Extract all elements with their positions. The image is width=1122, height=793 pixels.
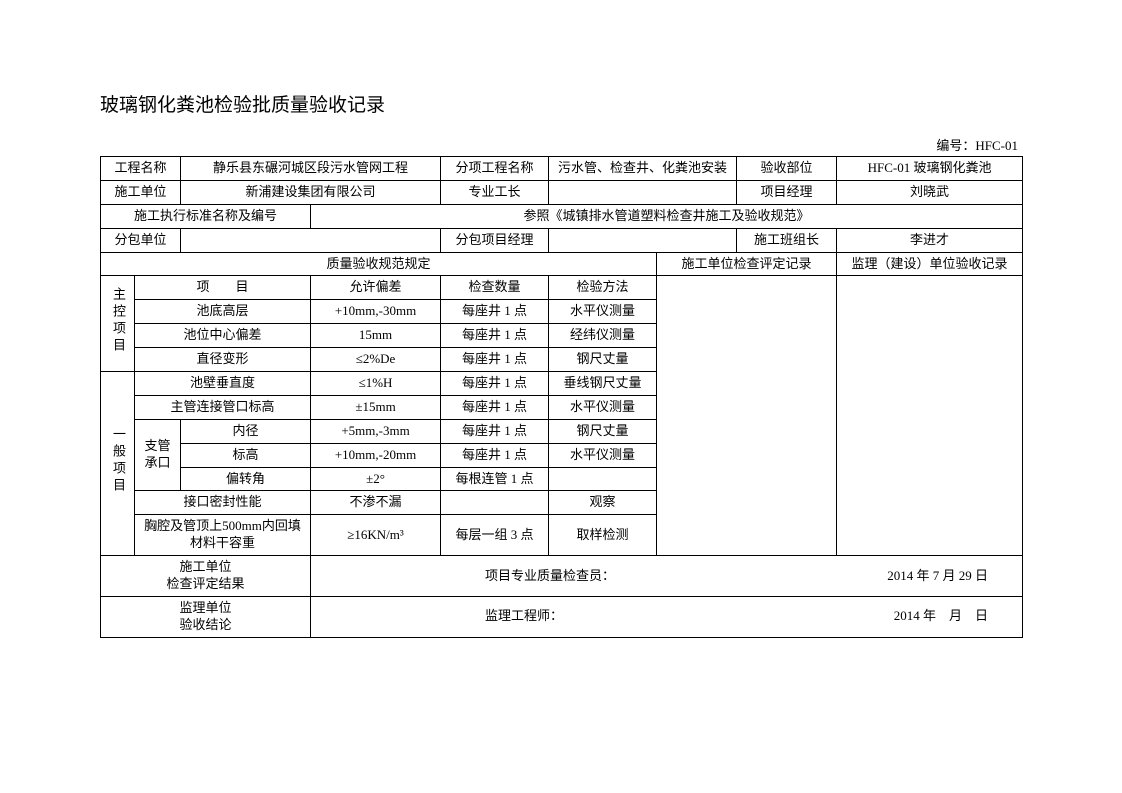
label-qa-spec: 质量验收规范规定 — [101, 252, 657, 276]
label-supervise-result: 监理单位 验收结论 — [101, 596, 311, 637]
label-constr-check: 施工单位检查评定记录 — [657, 252, 837, 276]
value-team-leader: 李进才 — [837, 228, 1023, 252]
cell: 水平仪测量 — [549, 300, 657, 324]
label-subcon: 分包单位 — [101, 228, 181, 252]
value-pro-foreman — [549, 180, 737, 204]
label-std: 施工执行标准名称及编号 — [101, 204, 311, 228]
document-number: 编号：HFC-01 — [100, 135, 1022, 154]
cell — [549, 467, 657, 491]
cell: 钢尺丈量 — [549, 419, 657, 443]
table-row: 主控项目 项 目 允许偏差 检查数量 检验方法 — [101, 276, 1023, 300]
label-project-name: 工程名称 — [101, 157, 181, 181]
label-sub-proj: 分项工程名称 — [441, 157, 549, 181]
cell: 池位中心偏差 — [135, 324, 311, 348]
cell: 观察 — [549, 491, 657, 515]
cell: 每座井 1 点 — [441, 372, 549, 396]
cell: 直径变形 — [135, 348, 311, 372]
value-accept-part: HFC-01 玻璃钢化粪池 — [837, 157, 1023, 181]
col-item: 项 目 — [135, 276, 311, 300]
sig-supervise-area: 监理工程师： 2014 年 月 日 — [311, 596, 1023, 637]
cell: 水平仪测量 — [549, 443, 657, 467]
label-pm: 项目经理 — [737, 180, 837, 204]
label-team-leader: 施工班组长 — [737, 228, 837, 252]
cell: 经纬仪测量 — [549, 324, 657, 348]
cell: ±15mm — [311, 395, 441, 419]
value-subcon-pm — [549, 228, 737, 252]
label-accept-part: 验收部位 — [737, 157, 837, 181]
label-constr-result: 施工单位 检查评定结果 — [101, 556, 311, 597]
date1: 2014 年 7 月 29 日 — [887, 568, 988, 585]
value-constr-unit: 新浦建设集团有限公司 — [181, 180, 441, 204]
cell: 每座井 1 点 — [441, 419, 549, 443]
table-row: 工程名称 静乐县东碾河城区段污水管网工程 分项工程名称 污水管、检查井、化粪池安… — [101, 157, 1023, 181]
table-row: 施工执行标准名称及编号 参照《城镇排水管道塑料检查井施工及验收规范》 — [101, 204, 1023, 228]
label-supervise-check: 监理（建设）单位验收记录 — [837, 252, 1023, 276]
cell: +10mm,-30mm — [311, 300, 441, 324]
label-constr-unit: 施工单位 — [101, 180, 181, 204]
label-subcon-pm: 分包项目经理 — [441, 228, 549, 252]
value-std: 参照《城镇排水管道塑料检查井施工及验收规范》 — [311, 204, 1023, 228]
cell: +5mm,-3mm — [311, 419, 441, 443]
value-project-name: 静乐县东碾河城区段污水管网工程 — [181, 157, 441, 181]
cell: 不渗不漏 — [311, 491, 441, 515]
cell — [441, 491, 549, 515]
cell: 水平仪测量 — [549, 395, 657, 419]
document-title: 玻璃钢化粪池检验批质量验收记录 — [100, 90, 1022, 117]
table-row: 监理单位 验收结论 监理工程师： 2014 年 月 日 — [101, 596, 1023, 637]
cell: 每座井 1 点 — [441, 324, 549, 348]
sig-constr-area: 项目专业质量检查员： 2014 年 7 月 29 日 — [311, 556, 1023, 597]
value-subcon — [181, 228, 441, 252]
cell: ±2° — [311, 467, 441, 491]
cell: 偏转角 — [181, 467, 311, 491]
cell: ≤1%H — [311, 372, 441, 396]
cell: 取样检测 — [549, 515, 657, 556]
label-qa-inspector: 项目专业质量检查员： — [485, 568, 615, 585]
table-row: 质量验收规范规定 施工单位检查评定记录 监理（建设）单位验收记录 — [101, 252, 1023, 276]
cell: 标高 — [181, 443, 311, 467]
cell: 接口密封性能 — [135, 491, 311, 515]
label-pro-foreman: 专业工长 — [441, 180, 549, 204]
cell: 主管连接管口标高 — [135, 395, 311, 419]
table-row: 分包单位 分包项目经理 施工班组长 李进才 — [101, 228, 1023, 252]
cell: 池底高层 — [135, 300, 311, 324]
col-method: 检验方法 — [549, 276, 657, 300]
value-sub-proj: 污水管、检查井、化粪池安装 — [549, 157, 737, 181]
cell: 每座井 1 点 — [441, 348, 549, 372]
table-row: 施工单位 新浦建设集团有限公司 专业工长 项目经理 刘晓武 — [101, 180, 1023, 204]
col-tol: 允许偏差 — [311, 276, 441, 300]
cell: 池壁垂直度 — [135, 372, 311, 396]
table-row: 施工单位 检查评定结果 项目专业质量检查员： 2014 年 7 月 29 日 — [101, 556, 1023, 597]
cell: 每层一组 3 点 — [441, 515, 549, 556]
cell: 每座井 1 点 — [441, 443, 549, 467]
date2: 2014 年 月 日 — [894, 608, 988, 625]
cell: 每座井 1 点 — [441, 300, 549, 324]
value-pm: 刘晓武 — [837, 180, 1023, 204]
cell: 15mm — [311, 324, 441, 348]
label-engineer: 监理工程师： — [485, 608, 563, 625]
cell: ≥16KN/m³ — [311, 515, 441, 556]
cell: 钢尺丈量 — [549, 348, 657, 372]
label-general: 一般项目 — [101, 372, 135, 556]
col-qty: 检查数量 — [441, 276, 549, 300]
cell: +10mm,-20mm — [311, 443, 441, 467]
inspection-table: 工程名称 静乐县东碾河城区段污水管网工程 分项工程名称 污水管、检查井、化粪池安… — [100, 156, 1023, 638]
cell: 胸腔及管顶上500mm内回填材料干容重 — [135, 515, 311, 556]
cell: 垂线钢尺丈量 — [549, 372, 657, 396]
label-branch-socket: 支管承口 — [135, 419, 181, 491]
cell: ≤2%De — [311, 348, 441, 372]
cell: 内径 — [181, 419, 311, 443]
constr-check-area — [657, 276, 837, 556]
label-main-ctrl: 主控项目 — [101, 276, 135, 372]
cell: 每根连管 1 点 — [441, 467, 549, 491]
supervise-check-area — [837, 276, 1023, 556]
cell: 每座井 1 点 — [441, 395, 549, 419]
